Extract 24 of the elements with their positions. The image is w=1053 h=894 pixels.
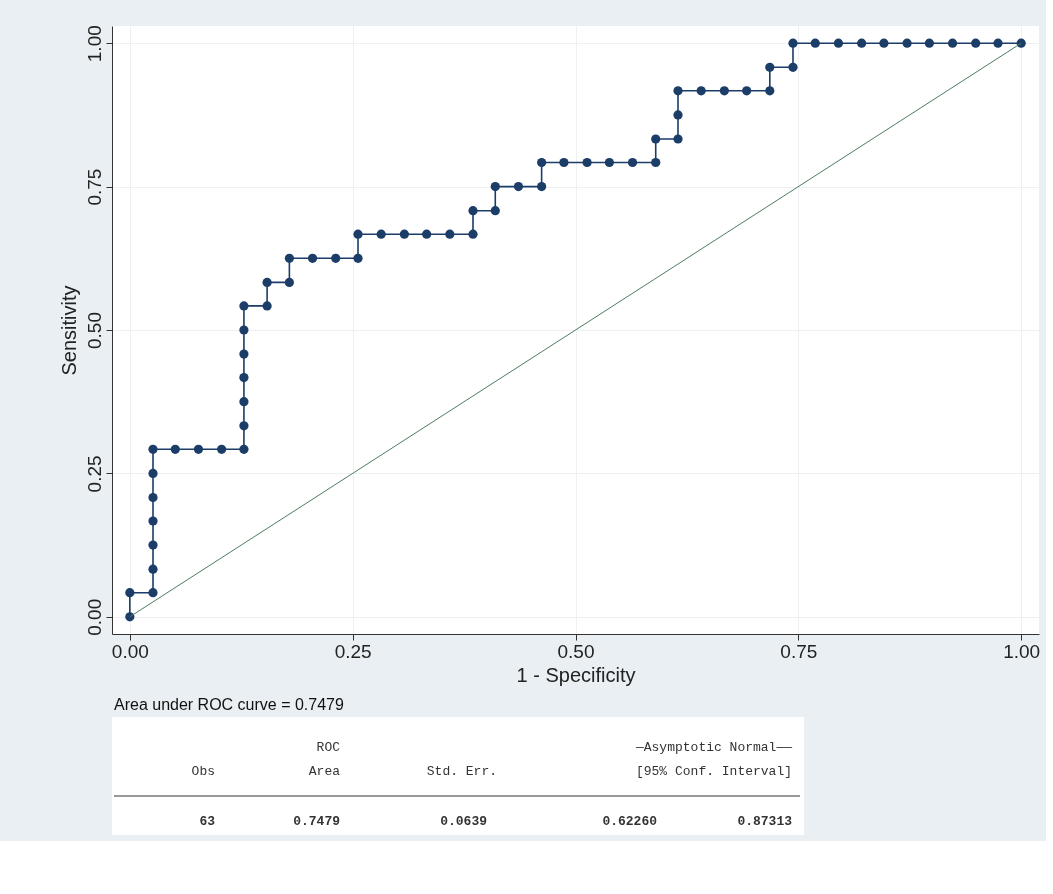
text: [95% Conf. Interval] xyxy=(635,764,792,779)
text: Obs xyxy=(191,764,215,779)
y-tick-label: 0.25 xyxy=(83,455,105,493)
y-axis-title: Sensitivity xyxy=(57,285,80,376)
text: Area xyxy=(308,764,341,779)
text: 0.7479 xyxy=(293,814,341,829)
y-tick-label: 0.75 xyxy=(83,168,105,206)
x-tick-label: 0.50 xyxy=(557,640,595,662)
x-tick-label: 0.25 xyxy=(334,640,372,662)
text: Std. Err. xyxy=(426,764,497,779)
text: Area under ROC curve = 0.7479 xyxy=(114,696,345,713)
text: 0.0639 xyxy=(440,814,488,829)
x-tick-label: 0.00 xyxy=(111,640,149,662)
text: 0.62260 xyxy=(602,814,658,829)
y-tick-label: 0.00 xyxy=(83,598,105,636)
x-tick-label: 1.00 xyxy=(1003,640,1041,662)
text: 0.87313 xyxy=(737,814,793,829)
x-tick-label: 0.75 xyxy=(780,640,818,662)
y-tick-label: 1.00 xyxy=(83,25,105,63)
text: 63 xyxy=(199,814,216,829)
x-axis-title: 1 - Specificity xyxy=(516,663,636,686)
text: —Asymptotic Normal—— xyxy=(634,740,793,755)
y-tick-label: 0.50 xyxy=(83,312,105,349)
text: ROC xyxy=(316,740,341,755)
